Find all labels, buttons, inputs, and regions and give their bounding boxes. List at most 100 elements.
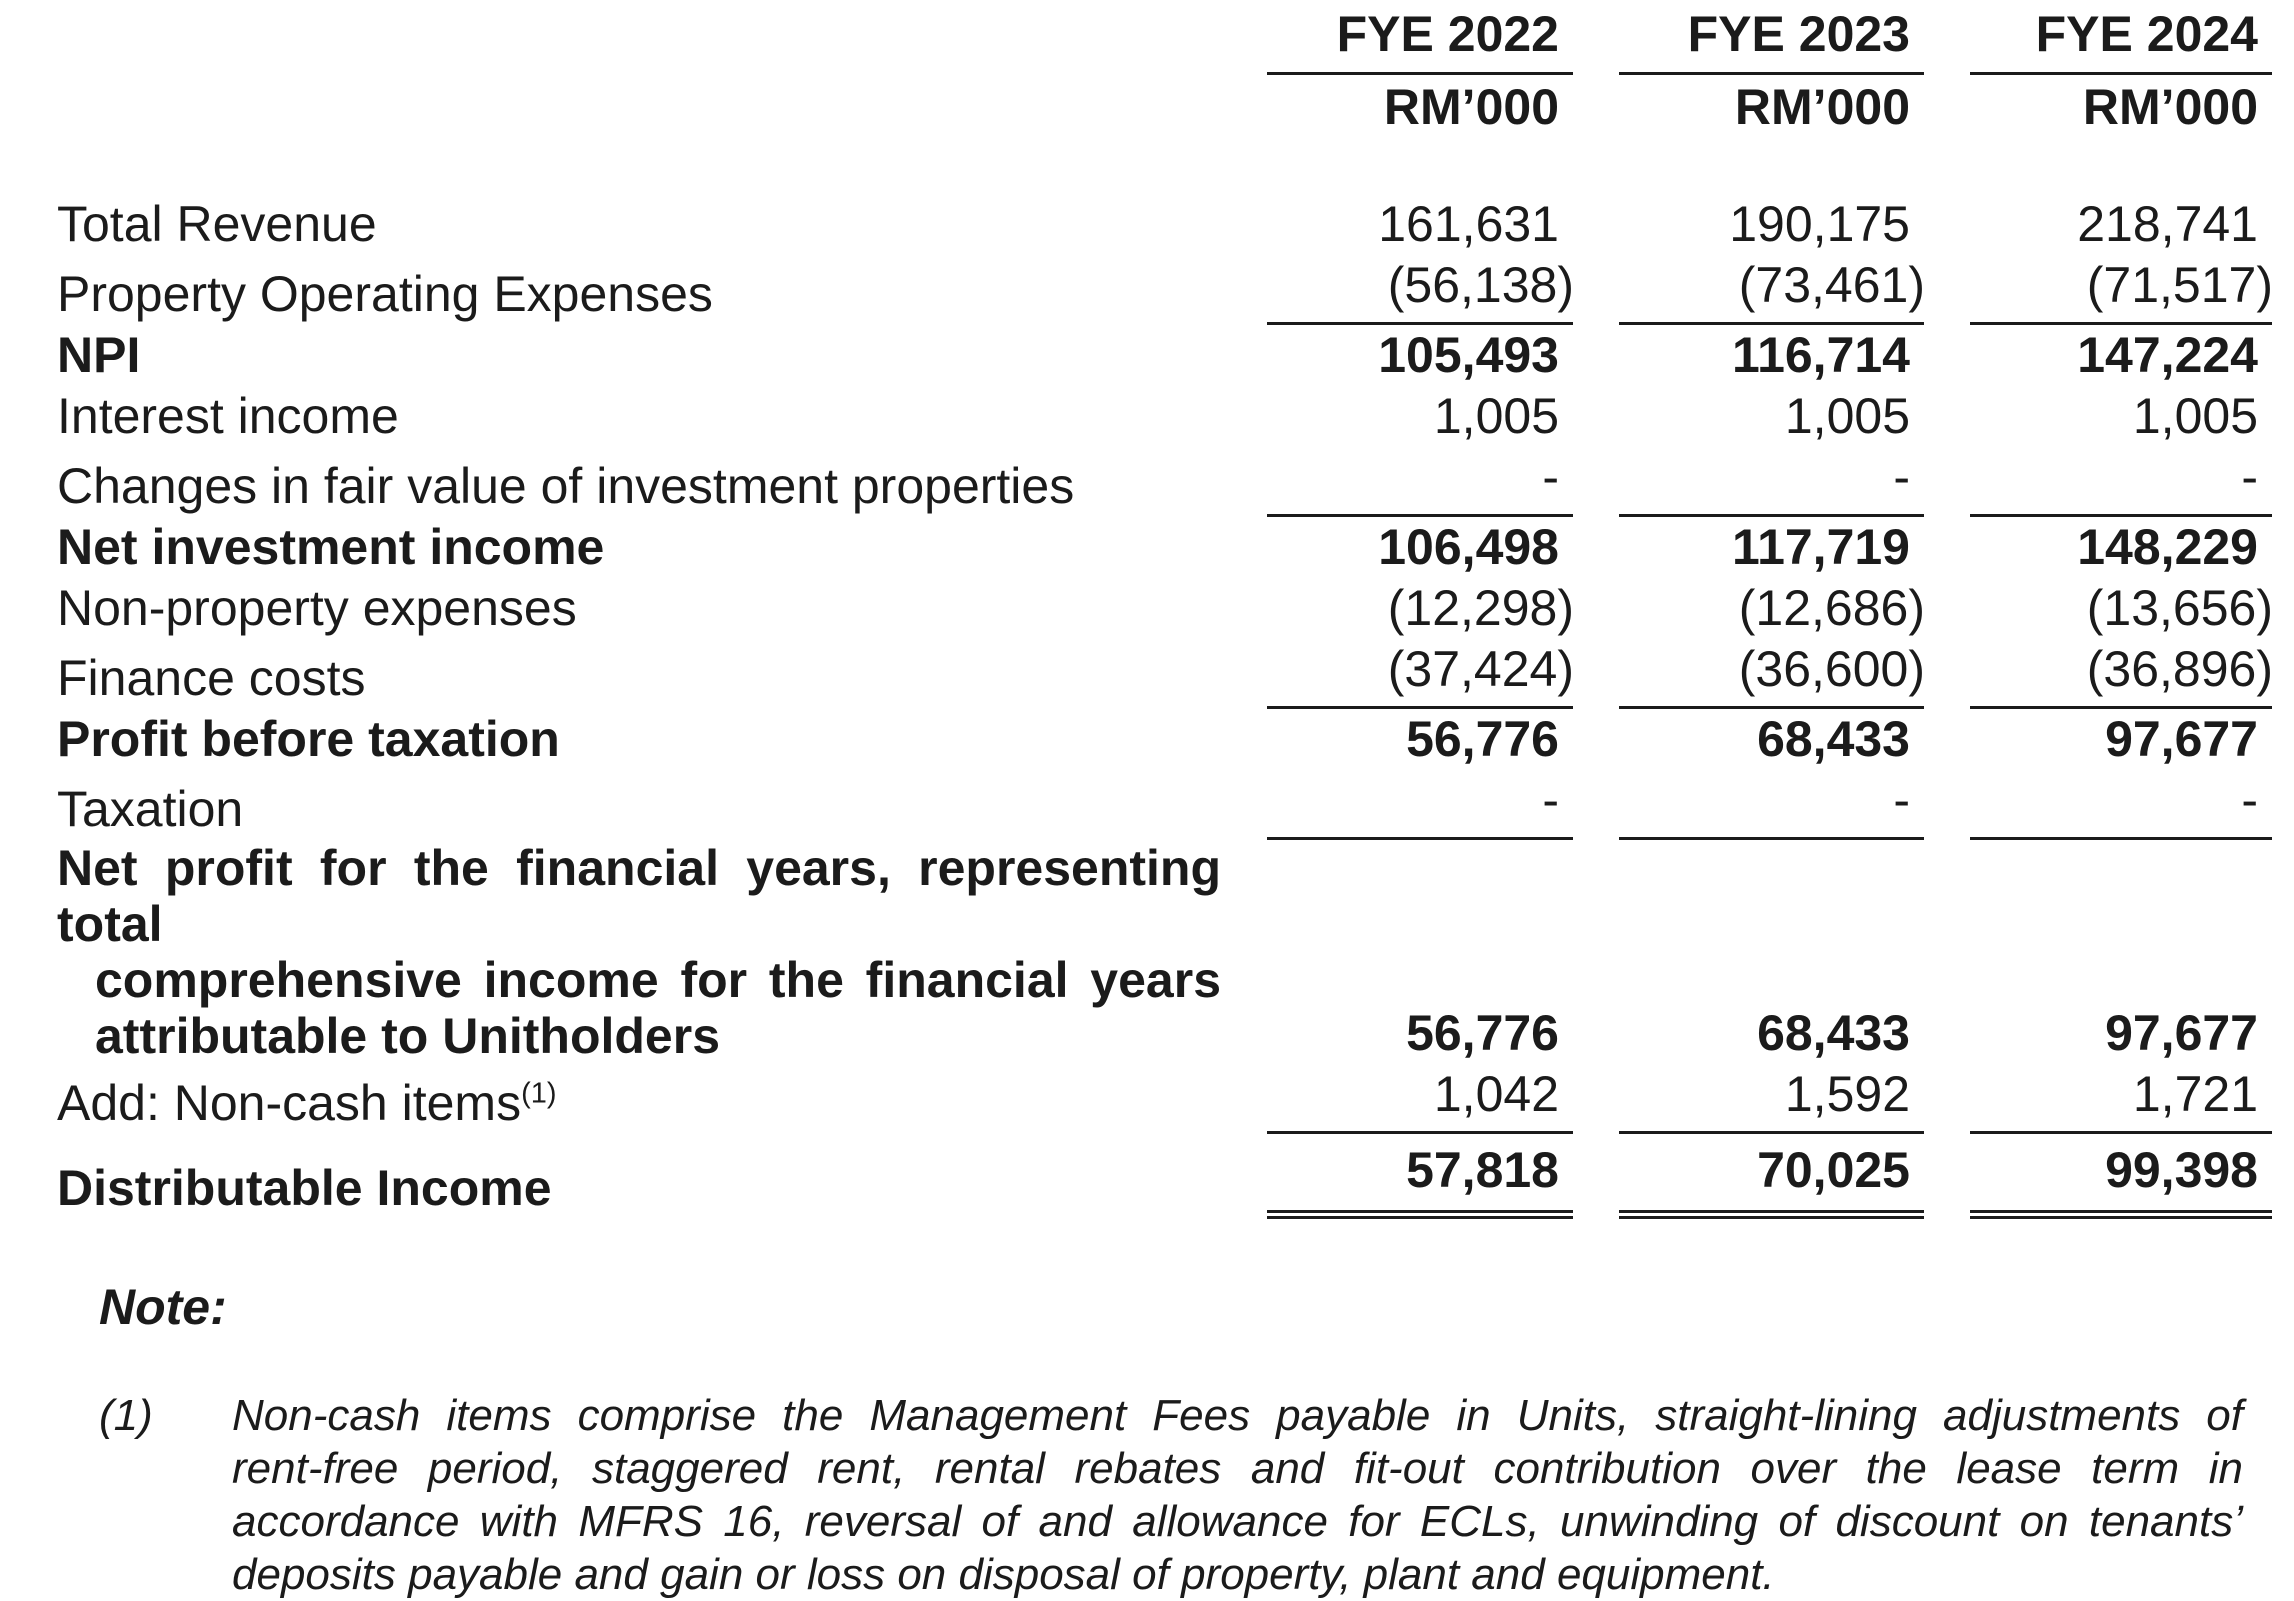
value-text: (37,424) bbox=[1387, 641, 1574, 697]
row-label-text: Total Revenue bbox=[57, 196, 377, 252]
value-text: 1,042 bbox=[1433, 1066, 1559, 1122]
distributable-income-table: FYE 2022 FYE 2023 FYE 2024 RM’000 RM’000… bbox=[57, 4, 2273, 1219]
table-row: Property Operating Expenses (56,138) (73,4… bbox=[57, 255, 2273, 325]
note-text-line: Non-cash items comprise the Management F… bbox=[232, 1391, 2243, 1440]
value-text: - bbox=[2241, 449, 2258, 505]
value-cell: 117,719 bbox=[1619, 517, 1924, 578]
value-text: (12,298) bbox=[1387, 580, 1574, 636]
value-text: 97,677 bbox=[2105, 1005, 2258, 1061]
value-text: - bbox=[1893, 449, 1910, 505]
value-cell: 57,818 bbox=[1267, 1134, 1573, 1219]
note-text-line: deposits payable and gain or loss on dis… bbox=[232, 1550, 1775, 1599]
value-cell: - bbox=[1970, 447, 2272, 517]
value-cell: (56,138) bbox=[1267, 255, 1574, 325]
value-text: 1,005 bbox=[1433, 388, 1559, 444]
value-text: - bbox=[1893, 772, 1910, 828]
unit-rm000: RM’000 bbox=[1383, 79, 1559, 135]
row-label: Net profit for the financial years, repr… bbox=[57, 840, 1221, 1064]
header-body-gap bbox=[57, 138, 2272, 194]
value-cell: 147,224 bbox=[1970, 325, 2272, 386]
value-cell: 148,229 bbox=[1970, 517, 2272, 578]
value-cell: 190,175 bbox=[1619, 194, 1924, 255]
row-label-line: comprehensive income for the financial y… bbox=[95, 952, 1221, 1008]
value-cell: (37,424) bbox=[1267, 639, 1574, 709]
value-cell: 68,433 bbox=[1619, 709, 1924, 770]
value-cell: 1,005 bbox=[1970, 386, 2272, 447]
value-cell: - bbox=[1267, 447, 1573, 517]
value-text: 117,719 bbox=[1732, 519, 1910, 575]
value-cell: (12,686) bbox=[1619, 578, 1925, 639]
table-row: Distributable Income 57,818 70,025 99,398 bbox=[57, 1134, 2272, 1219]
table-row: Profit before taxation 56,776 68,433 97,677 bbox=[57, 709, 2272, 770]
value-cell: (36,600) bbox=[1619, 639, 1925, 709]
row-label-text: Changes in fair value of investment prop… bbox=[57, 458, 1075, 514]
table-row: Net profit for the financial years, repr… bbox=[57, 840, 2272, 1064]
value-cell: 218,741 bbox=[1970, 194, 2272, 255]
note-heading: Note: bbox=[99, 1279, 227, 1335]
value-text: 106,498 bbox=[1378, 519, 1559, 575]
value-cell: 56,776 bbox=[1267, 1003, 1573, 1064]
value-text: - bbox=[1542, 449, 1559, 505]
value-text: 70,025 bbox=[1757, 1142, 1910, 1198]
value-text: 56,776 bbox=[1406, 711, 1559, 767]
table-unit-row: RM’000 RM’000 RM’000 bbox=[57, 75, 2272, 138]
value-cell: - bbox=[1267, 770, 1573, 840]
value-cell: 106,498 bbox=[1267, 517, 1573, 578]
value-cell: 70,025 bbox=[1619, 1134, 1924, 1219]
column-header-fye2022: FYE 2022 bbox=[1267, 4, 1573, 75]
row-label: Total Revenue bbox=[57, 194, 1221, 255]
value-cell: 1,592 bbox=[1619, 1064, 1924, 1134]
value-text: 105,493 bbox=[1378, 327, 1559, 383]
value-cell: - bbox=[1970, 770, 2272, 840]
table-row: Add: Non-cash items(1) 1,042 1,592 1,721 bbox=[57, 1064, 2272, 1134]
value-text: - bbox=[1542, 772, 1559, 828]
value-cell: 1,042 bbox=[1267, 1064, 1573, 1134]
column-header-fye2023: FYE 2023 bbox=[1619, 4, 1924, 75]
value-cell: 116,714 bbox=[1619, 325, 1924, 386]
value-cell: 1,721 bbox=[1970, 1064, 2272, 1134]
value-text: 68,433 bbox=[1757, 711, 1910, 767]
value-cell: 161,631 bbox=[1267, 194, 1573, 255]
table-row: Net investment income 106,498 117,719 148,2… bbox=[57, 517, 2272, 578]
value-text: 1,005 bbox=[1784, 388, 1910, 444]
value-text: (73,461) bbox=[1738, 257, 1925, 313]
table-row: NPI 105,493 116,714 147,224 bbox=[57, 325, 2272, 386]
value-text: (13,656) bbox=[2086, 580, 2273, 636]
row-label: Net investment income bbox=[57, 517, 1221, 578]
value-text: 1,005 bbox=[2132, 388, 2258, 444]
note-items: (1) Non-cash items comprise the Managemen… bbox=[99, 1389, 2243, 1601]
row-label: Non-property expenses bbox=[57, 578, 1221, 639]
value-cell: (36,896) bbox=[1970, 639, 2273, 709]
value-text: (71,517) bbox=[2086, 257, 2273, 313]
row-label-text: Net investment income bbox=[57, 519, 605, 575]
value-cell: (12,298) bbox=[1267, 578, 1574, 639]
value-text: 57,818 bbox=[1406, 1142, 1559, 1198]
value-text: 68,433 bbox=[1757, 1005, 1910, 1061]
value-cell: 56,776 bbox=[1267, 709, 1573, 770]
table-row: Changes in fair value of investment prop… bbox=[57, 447, 2272, 517]
row-label-text: Distributable Income bbox=[57, 1160, 552, 1216]
value-cell: (73,461) bbox=[1619, 255, 1925, 325]
row-label-text: Finance costs bbox=[57, 650, 366, 706]
value-cell: 97,677 bbox=[1970, 709, 2272, 770]
value-text: 190,175 bbox=[1729, 196, 1910, 252]
column-header-fye2024: FYE 2024 bbox=[1970, 4, 2272, 75]
unit-rm000: RM’000 bbox=[1734, 79, 1910, 135]
row-label-text: Taxation bbox=[57, 781, 244, 837]
value-cell: 99,398 bbox=[1970, 1134, 2272, 1219]
row-label-text: Property Operating Expenses bbox=[57, 266, 713, 322]
value-text: (36,600) bbox=[1738, 641, 1925, 697]
row-label: Changes in fair value of investment prop… bbox=[57, 456, 1221, 517]
row-label: Taxation bbox=[57, 779, 1221, 840]
row-label-text: Add: Non-cash items bbox=[57, 1075, 522, 1131]
row-label-text: Non-property expenses bbox=[57, 580, 577, 636]
note-text-line: rent-free period, staggered rent, rental… bbox=[232, 1444, 2243, 1493]
value-text: 1,721 bbox=[2132, 1066, 2258, 1122]
row-label: Profit before taxation bbox=[57, 709, 1221, 770]
row-label-line: attributable to Unitholders bbox=[95, 1008, 720, 1064]
value-text: - bbox=[2241, 772, 2258, 828]
row-label: Distributable Income bbox=[57, 1152, 1221, 1219]
row-label: Interest income bbox=[57, 386, 1221, 447]
value-text: 97,677 bbox=[2105, 711, 2258, 767]
row-label-text: Profit before taxation bbox=[57, 711, 560, 767]
